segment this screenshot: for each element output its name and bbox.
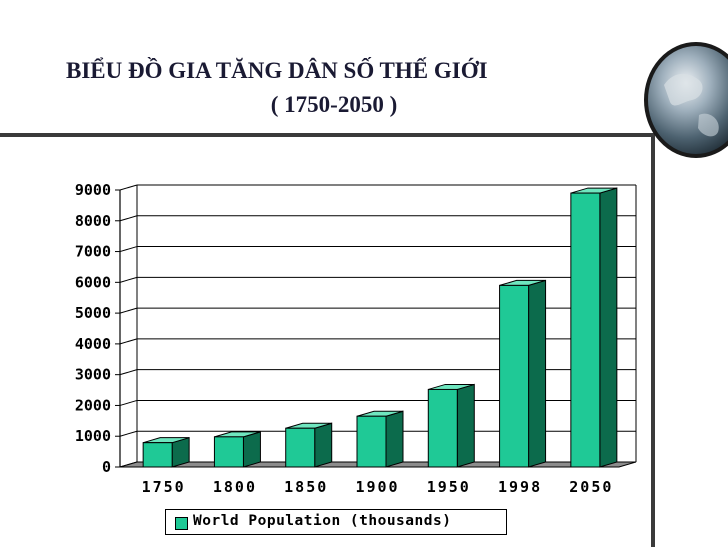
x-axis-ticks: 1750 1800 1850 1900 1950 1998 2050 <box>142 478 613 496</box>
bar-front <box>285 427 316 468</box>
y-axis-ticks: 0 1000 2000 3000 4000 5000 6000 7000 8000 9000 <box>75 181 120 476</box>
bars-layer <box>142 187 618 468</box>
right-divider <box>651 133 655 547</box>
y-tick-label: 0 <box>102 458 111 476</box>
bar-side <box>599 187 618 468</box>
bar-side <box>385 410 404 468</box>
x-tick-label: 2050 <box>569 478 613 496</box>
y-tick-label: 7000 <box>75 243 111 261</box>
bar-1800 <box>213 431 261 468</box>
gridline-diagonal <box>119 399 138 406</box>
bar-1900 <box>356 410 404 468</box>
legend-swatch <box>175 517 188 530</box>
bar-side <box>314 422 333 468</box>
gridline-diagonal <box>119 338 138 345</box>
bar-2050 <box>570 187 618 468</box>
x-tick-label: 1800 <box>213 478 257 496</box>
bar-side <box>242 431 261 468</box>
bar-front <box>356 415 387 468</box>
bar-1750 <box>142 437 190 468</box>
y-tick-label: 2000 <box>75 396 111 414</box>
y-tick-label: 1000 <box>75 427 111 445</box>
slide-header: BIỂU ĐỒ GIA TĂNG DÂN SỐ THẾ GIỚI ( 1750-… <box>0 0 728 135</box>
bar-front <box>499 284 530 468</box>
y-tick-label: 4000 <box>75 335 111 353</box>
y-tick-label: 8000 <box>75 212 111 230</box>
globe-icon <box>644 42 728 158</box>
x-tick-label: 1900 <box>355 478 399 496</box>
y-tick-label: 9000 <box>75 181 111 199</box>
bar-front <box>213 436 244 468</box>
bar-1950 <box>427 383 475 468</box>
x-tick-label: 1750 <box>142 478 186 496</box>
bar-front <box>427 388 458 468</box>
x-tick-label: 1950 <box>427 478 471 496</box>
bar-front <box>570 192 601 468</box>
slide-title: BIỂU ĐỒ GIA TĂNG DÂN SỐ THẾ GIỚI <box>66 58 488 83</box>
gridline-diagonal <box>119 369 138 376</box>
gridline-diagonal <box>119 246 138 253</box>
x-tick-label: 1850 <box>284 478 328 496</box>
legend-label: World Population (thousands) <box>193 513 452 529</box>
gridline-diagonal <box>119 215 138 222</box>
gridline-diagonal <box>119 430 138 437</box>
x-tick-label: 1998 <box>498 478 542 496</box>
y-tick-label: 6000 <box>75 273 111 291</box>
bar-1850 <box>285 422 333 468</box>
gridline-diagonal <box>119 307 138 314</box>
bar-1998 <box>499 279 547 468</box>
y-tick-label: 5000 <box>75 304 111 322</box>
bar-front <box>142 442 173 468</box>
gridline-diagonal <box>119 276 138 283</box>
bar-side <box>528 279 547 468</box>
y-tick-label: 3000 <box>75 366 111 384</box>
header-divider <box>0 133 655 137</box>
chart-legend: World Population (thousands) <box>165 509 507 535</box>
bar-side <box>456 383 475 468</box>
population-chart: 0 1000 2000 3000 4000 5000 6000 7000 8000 9000 17… <box>75 181 637 496</box>
gridline-diagonal <box>119 184 138 191</box>
slide-subtitle: ( 1750-2050 ) <box>270 92 398 117</box>
